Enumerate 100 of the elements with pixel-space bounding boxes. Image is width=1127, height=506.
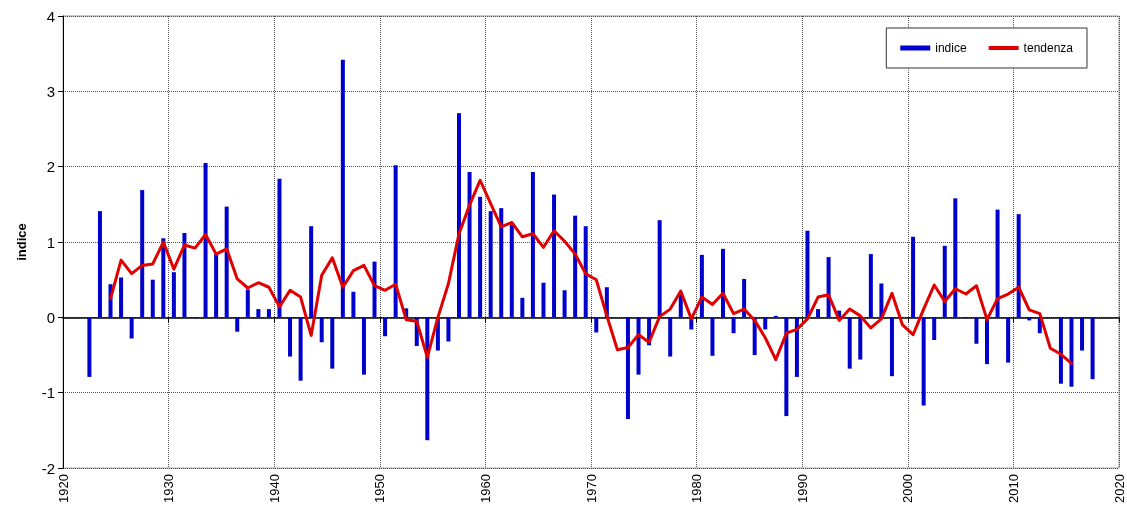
bar bbox=[393, 165, 398, 318]
y-tick-label: 3 bbox=[46, 82, 55, 100]
bar bbox=[1006, 317, 1011, 363]
bar bbox=[953, 198, 958, 318]
bar bbox=[266, 309, 271, 318]
legend-label: indice bbox=[935, 41, 967, 55]
bar bbox=[1016, 214, 1021, 318]
bar bbox=[932, 317, 937, 340]
bar bbox=[161, 238, 166, 318]
bar bbox=[330, 317, 335, 369]
bar bbox=[182, 233, 187, 318]
bar bbox=[97, 211, 102, 318]
bar bbox=[858, 317, 863, 360]
bar bbox=[721, 248, 725, 318]
bar bbox=[140, 190, 145, 318]
bar bbox=[552, 194, 557, 318]
bar bbox=[87, 317, 92, 377]
bar bbox=[879, 283, 884, 318]
bar bbox=[985, 317, 989, 365]
y-tick-label: 1 bbox=[46, 233, 55, 251]
bar bbox=[446, 317, 451, 342]
y-tick-label: 0 bbox=[46, 308, 55, 326]
bar bbox=[478, 196, 483, 318]
y-tick-label: 2 bbox=[46, 158, 55, 176]
legend-label: tendenza bbox=[1023, 41, 1074, 55]
bar bbox=[974, 317, 979, 344]
bar bbox=[372, 261, 377, 318]
bar bbox=[942, 245, 947, 318]
bar bbox=[921, 317, 926, 406]
bar bbox=[573, 215, 578, 318]
bar bbox=[256, 309, 261, 318]
bar bbox=[889, 317, 894, 377]
y-tick-label: 4 bbox=[46, 7, 55, 25]
bar bbox=[826, 257, 831, 318]
bar bbox=[425, 317, 430, 441]
y-tick-label: -2 bbox=[41, 459, 55, 477]
y-tick-label: -1 bbox=[41, 384, 55, 402]
x-tick-label: 2000 bbox=[900, 474, 916, 503]
bar bbox=[794, 317, 799, 377]
bar bbox=[594, 317, 599, 333]
bar bbox=[625, 317, 630, 420]
x-tick-label: 2020 bbox=[1111, 474, 1127, 503]
bar bbox=[457, 113, 461, 318]
bar bbox=[351, 291, 356, 318]
bar bbox=[150, 279, 155, 318]
x-tick-label: 1940 bbox=[266, 474, 282, 503]
bar bbox=[763, 317, 768, 330]
x-tick-label: 1980 bbox=[689, 474, 705, 503]
bar bbox=[298, 317, 303, 381]
bar bbox=[847, 317, 852, 369]
bar bbox=[520, 297, 525, 318]
x-tick-label: 1930 bbox=[161, 474, 177, 503]
x-tick-label: 1960 bbox=[477, 474, 493, 503]
bar bbox=[541, 282, 546, 318]
x-tick-label: 2010 bbox=[1005, 474, 1021, 503]
bar bbox=[340, 59, 345, 318]
bar bbox=[657, 220, 662, 318]
bar bbox=[1090, 317, 1095, 380]
bar bbox=[224, 206, 229, 318]
bar bbox=[816, 309, 821, 318]
bar bbox=[731, 317, 736, 334]
y-axis-title: indice bbox=[14, 223, 29, 261]
bar bbox=[699, 254, 704, 318]
x-tick-label: 1990 bbox=[794, 474, 810, 503]
bar bbox=[288, 317, 293, 357]
bar bbox=[1069, 317, 1074, 387]
bar bbox=[467, 171, 472, 318]
bar bbox=[562, 290, 567, 318]
bar bbox=[710, 317, 715, 356]
bar bbox=[171, 272, 176, 318]
bar bbox=[911, 236, 916, 318]
x-tick-label: 1920 bbox=[55, 474, 71, 503]
bar bbox=[1027, 317, 1032, 321]
bar bbox=[277, 178, 282, 318]
bar bbox=[509, 223, 514, 318]
bar bbox=[1058, 317, 1063, 384]
line-series bbox=[109, 178, 1073, 365]
bar bbox=[530, 171, 535, 318]
bar bbox=[583, 226, 588, 318]
bar bbox=[361, 317, 366, 375]
bar bbox=[309, 226, 314, 318]
bar bbox=[319, 317, 324, 343]
x-tick-label: 1970 bbox=[583, 474, 599, 503]
bar bbox=[245, 289, 250, 318]
bar bbox=[868, 254, 873, 318]
bar bbox=[129, 317, 134, 339]
bar bbox=[636, 317, 641, 375]
bar bbox=[214, 254, 219, 318]
bar bbox=[488, 211, 493, 318]
x-tick-label: 1950 bbox=[372, 474, 388, 503]
bar bbox=[235, 317, 240, 332]
bar bbox=[499, 208, 504, 318]
bar bbox=[119, 277, 124, 318]
bar bbox=[1080, 317, 1085, 351]
bar bbox=[383, 317, 388, 337]
bar bbox=[995, 209, 1000, 318]
bar bbox=[203, 162, 208, 318]
bar bbox=[784, 317, 789, 417]
bar bbox=[668, 317, 673, 357]
bar bbox=[805, 230, 810, 318]
